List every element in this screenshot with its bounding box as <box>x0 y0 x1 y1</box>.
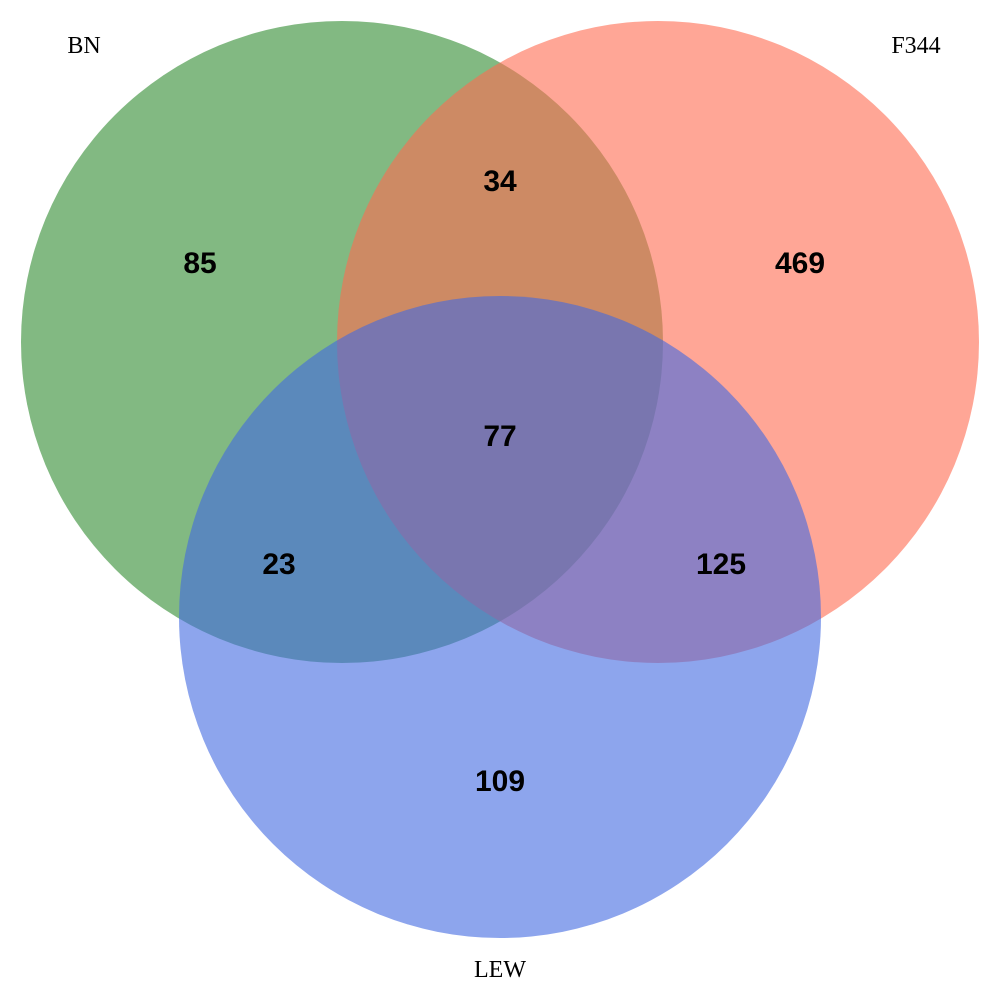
set-label-f344: F344 <box>891 33 940 59</box>
set-label-bn: BN <box>67 33 100 59</box>
count-bn-lew: 23 <box>262 548 295 581</box>
circle-lew <box>179 296 821 938</box>
count-f344-lew: 125 <box>696 548 746 581</box>
count-bn-f344: 34 <box>483 165 517 198</box>
count-lew-only: 109 <box>475 765 525 798</box>
set-label-lew: LEW <box>474 957 526 983</box>
count-bn-only: 85 <box>183 247 216 280</box>
count-all: 77 <box>483 420 516 453</box>
count-f344-only: 469 <box>775 247 825 280</box>
